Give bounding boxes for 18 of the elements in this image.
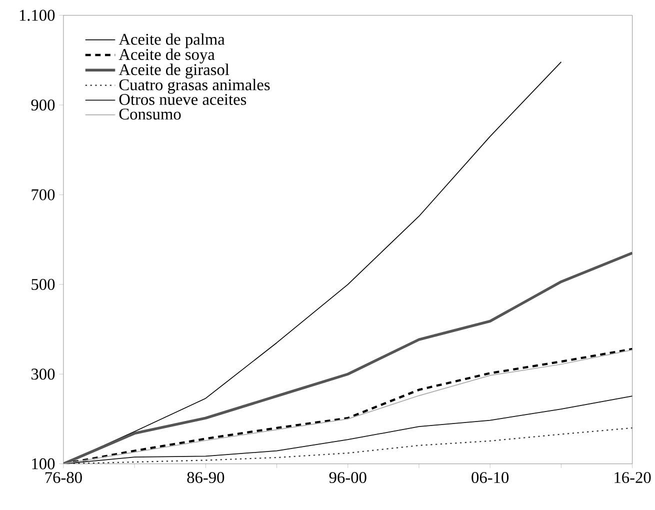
x-tick-label: 16-20 <box>614 472 651 484</box>
legend-label: Otros nueve aceites <box>119 94 246 106</box>
y-tick-label: 700 <box>32 189 55 200</box>
legend-label: Consumo <box>119 108 181 120</box>
y-tick-label: 300 <box>32 368 55 380</box>
x-tick-label: 06-10 <box>472 472 509 484</box>
y-tick-label: 900 <box>31 100 55 111</box>
x-tick-label: 86-90 <box>187 472 224 484</box>
x-tick-label: 96-00 <box>329 472 366 484</box>
legend-label: Cuatro grasas animales <box>119 78 270 94</box>
line-series <box>63 252 632 464</box>
legend-label: Aceite de soya <box>118 48 215 64</box>
x-tick-label: 76-80 <box>45 472 82 484</box>
y-tick-label: 500 <box>32 279 55 290</box>
y-tick-label: 1.100 <box>20 10 55 21</box>
y-tick-label: 100 <box>32 458 55 470</box>
legend-label: Aceite de girasol <box>118 64 230 79</box>
legend-label: Aceite de palma <box>118 33 225 48</box>
